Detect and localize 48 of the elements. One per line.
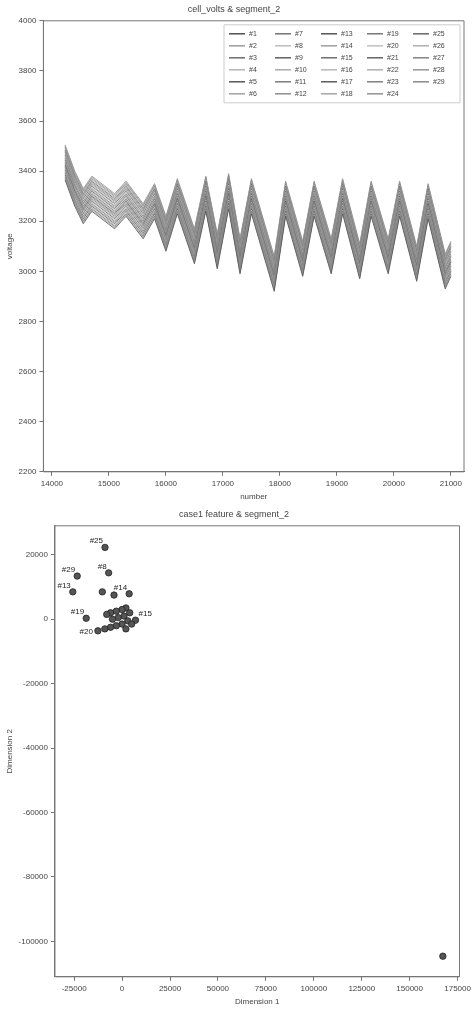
chart-title: case1 feature & segment_2 (178, 508, 290, 519)
x-tick-label: 25000 (158, 983, 182, 993)
x-tick-label: -25000 (61, 983, 88, 993)
x-tick-label: 14000 (40, 478, 64, 488)
annotation: #29 (61, 565, 76, 575)
x-tick-label: 0 (119, 983, 125, 993)
annotation: #14 (113, 582, 128, 592)
y-tick-label: 3200 (18, 216, 37, 226)
y-tick-label: 2200 (18, 467, 37, 476)
x-tick-label: 18000 (268, 478, 292, 488)
x-tick-label: 20000 (382, 478, 406, 488)
y-tick-label: 3000 (18, 266, 37, 276)
annotation: #13 (57, 580, 72, 590)
y-tick-label: 2400 (18, 416, 37, 426)
y-tick-label: 2800 (18, 316, 37, 326)
y-tick-label: -20000 (23, 678, 49, 688)
annotation: #8 (97, 561, 108, 571)
x-tick-label: 100000 (300, 983, 328, 993)
x-axis-title: Dimension 1 (235, 997, 281, 1007)
y-tick-label: -100000 (18, 936, 49, 946)
x-tick-label: 19000 (325, 478, 349, 488)
x-tick-label: 21000 (439, 478, 463, 488)
y-tick-label: 3600 (18, 116, 37, 126)
y-axis-title: Dimension 2 (5, 728, 14, 774)
x-tick-label: 125000 (348, 983, 376, 993)
x-tick-label: 50000 (206, 983, 230, 993)
y-tick-label: 4000 (18, 16, 37, 25)
annotation: #20 (79, 626, 94, 636)
x-tick-label: 17000 (211, 478, 235, 488)
x-tick-label: 75000 (254, 983, 278, 993)
x-axis-title: number (240, 492, 268, 502)
x-tick-label: 175000 (444, 983, 472, 993)
y-tick-label: -60000 (23, 807, 49, 817)
y-tick-label: -40000 (23, 743, 49, 753)
y-tick-label: 0 (43, 614, 49, 624)
y-tick-label: -80000 (23, 872, 49, 882)
x-tick-label: 16000 (154, 478, 178, 488)
y-axis-title: voltage (5, 232, 14, 260)
annotation: #25 (89, 536, 104, 546)
y-tick-label: 3800 (18, 66, 37, 76)
y-tick-label: 2600 (18, 366, 37, 376)
y-tick-label: 3400 (18, 166, 37, 176)
annotation: #19 (70, 607, 85, 617)
annotation: #15 (138, 609, 153, 619)
x-tick-label: 150000 (396, 983, 424, 993)
y-tick-label: 20000 (25, 550, 49, 559)
chart-title: cell_volts & segment_2 (187, 3, 281, 14)
x-tick-label: 15000 (97, 478, 121, 488)
